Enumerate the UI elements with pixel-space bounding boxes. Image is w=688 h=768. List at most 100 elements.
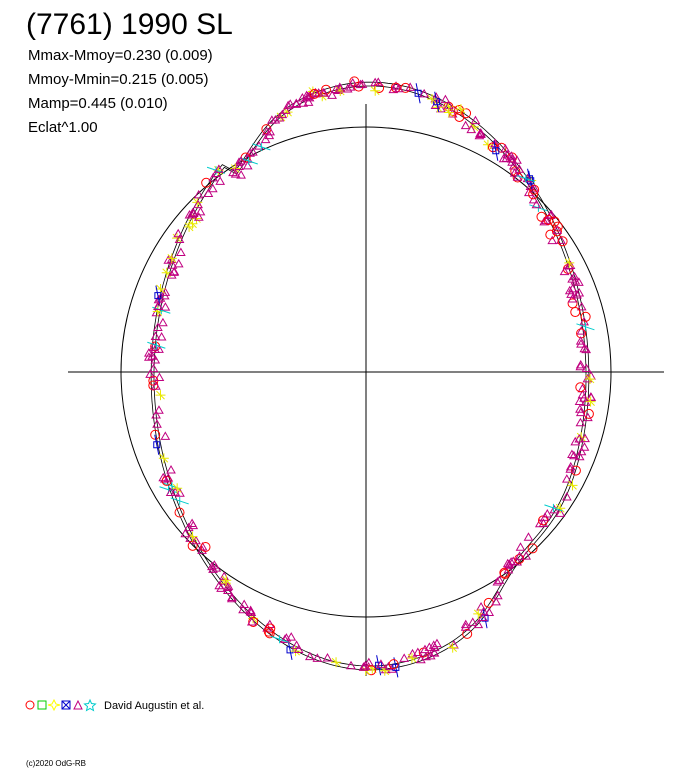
marker-star xyxy=(585,396,596,407)
marker-triangle xyxy=(447,108,458,118)
marker-triangle xyxy=(393,83,404,93)
marker-triangle xyxy=(163,473,174,482)
marker-triangle xyxy=(491,596,501,606)
marker-triangle xyxy=(158,317,168,327)
marker-triangle xyxy=(151,410,161,419)
marker-triangle xyxy=(207,183,218,193)
marker-cross xyxy=(414,83,422,104)
marker-cross xyxy=(492,140,500,161)
marker-triangle xyxy=(570,436,581,446)
marker-triangle xyxy=(484,607,495,617)
marker-circle xyxy=(527,543,538,554)
marker-triangle xyxy=(572,290,582,299)
marker-triangle xyxy=(581,363,592,372)
marker-triangle xyxy=(574,434,585,443)
marker-triangle xyxy=(207,561,217,571)
marker-triangle xyxy=(531,199,542,209)
marker-triangle xyxy=(581,344,592,354)
marker-triangle xyxy=(503,564,514,574)
stat-line: Mmoy-Mmin=0.215 (0.005) xyxy=(28,71,208,88)
marker-triangle xyxy=(267,115,277,124)
marker-triangle xyxy=(576,301,587,311)
marker-triangle xyxy=(399,653,410,662)
marker-circle xyxy=(552,221,563,232)
marker-triangle xyxy=(246,616,257,626)
marker-triangle xyxy=(467,617,478,626)
marker-triangle xyxy=(152,419,162,428)
marker-triangle xyxy=(421,651,431,661)
marker-triangle xyxy=(575,361,586,371)
marker-triangle xyxy=(569,450,579,460)
marker-triangle xyxy=(301,90,312,100)
marker-circle xyxy=(248,616,259,627)
marker-triangle xyxy=(183,522,194,532)
marker-triangle xyxy=(564,260,575,270)
marker-circle xyxy=(483,597,494,608)
marker-triangle xyxy=(424,642,435,651)
marker-circle xyxy=(309,88,320,99)
marker-triangle xyxy=(407,648,418,658)
marker-triangle xyxy=(523,532,534,541)
marker-triangle xyxy=(373,77,384,86)
marker-triangle xyxy=(575,417,586,427)
marker-triangle xyxy=(230,169,241,178)
marker-triangle xyxy=(575,359,586,369)
marker-star xyxy=(170,496,189,505)
marker-circle xyxy=(200,541,211,552)
marker-triangle xyxy=(429,647,440,657)
marker-triangle xyxy=(569,271,580,281)
marker-star xyxy=(564,257,575,268)
marker-triangle xyxy=(160,302,171,311)
marker-triangle xyxy=(565,464,576,473)
marker-triangle xyxy=(460,619,471,629)
marker-triangle xyxy=(193,189,204,199)
marker-triangle xyxy=(574,287,585,297)
marker-circle xyxy=(174,507,185,518)
marker-triangle xyxy=(576,326,587,335)
marker-triangle xyxy=(579,442,590,451)
marker-triangle xyxy=(466,124,477,134)
marker-circle xyxy=(557,236,568,247)
marker-triangle xyxy=(322,652,333,662)
marker-triangle xyxy=(412,647,423,656)
marker-triangle xyxy=(547,235,558,245)
marker-triangle xyxy=(312,653,323,662)
marker-triangle xyxy=(376,659,386,668)
marker-triangle xyxy=(347,78,358,87)
marker-triangle xyxy=(223,585,233,595)
marker-triangle xyxy=(515,542,526,551)
marker-triangle xyxy=(475,128,486,137)
marker-triangle xyxy=(234,157,244,166)
marker-triangle xyxy=(575,404,585,413)
marker-triangle xyxy=(153,301,164,311)
marker-triangle xyxy=(260,134,271,144)
marker-triangle xyxy=(576,339,586,348)
marker-triangle xyxy=(150,344,160,353)
marker-star xyxy=(158,453,169,464)
marker-triangle xyxy=(236,156,246,165)
marker-triangle xyxy=(363,657,374,667)
marker-circle xyxy=(263,626,274,637)
marker-triangle xyxy=(580,433,590,443)
marker-triangle xyxy=(521,551,532,560)
marker-star xyxy=(585,373,596,384)
marker-triangle xyxy=(234,161,244,170)
marker-triangle xyxy=(173,228,184,238)
marker-star xyxy=(576,322,595,331)
marker-triangle xyxy=(305,651,315,661)
marker-triangle xyxy=(163,255,174,264)
lightcurve xyxy=(143,76,597,678)
marker-triangle xyxy=(318,87,329,97)
marker-circle xyxy=(575,382,586,393)
marker-triangle xyxy=(358,662,369,671)
marker-star xyxy=(482,139,493,150)
marker-triangle xyxy=(156,332,167,341)
marker-triangle xyxy=(286,632,297,641)
legend-label: David Augustin et al. xyxy=(104,700,204,712)
marker-circle xyxy=(388,659,399,670)
marker-triangle xyxy=(285,99,296,108)
marker-circle xyxy=(462,628,473,639)
marker-star xyxy=(406,653,417,664)
marker-triangle xyxy=(567,449,577,458)
marker-triangle xyxy=(184,209,195,219)
